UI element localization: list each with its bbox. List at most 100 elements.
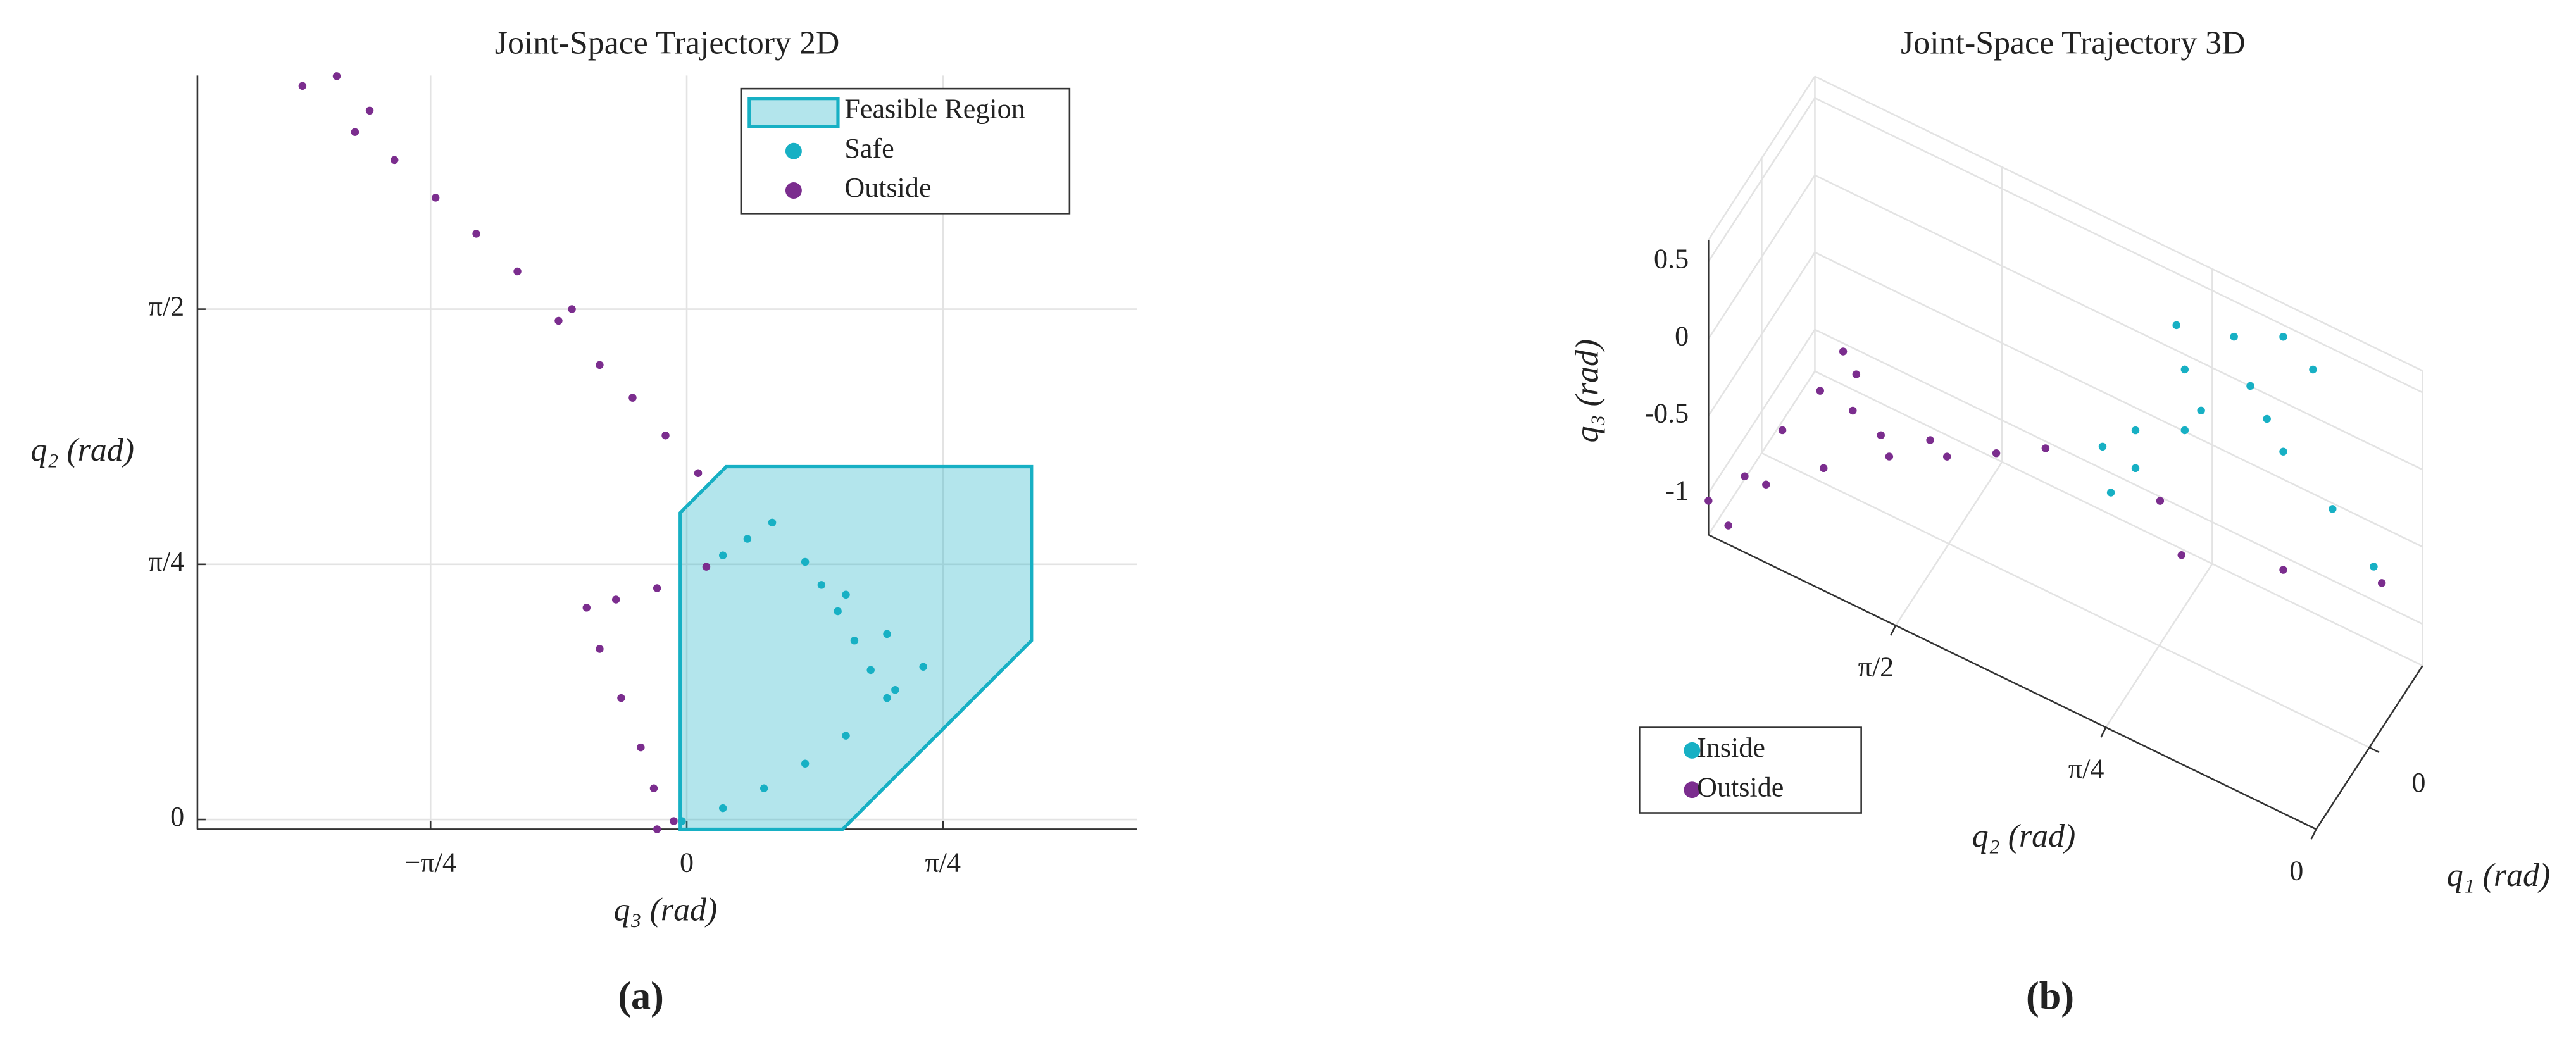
data-point (637, 743, 645, 752)
data-point (628, 394, 637, 402)
data-point (1992, 449, 2001, 458)
data-point (596, 361, 604, 370)
data-point (1819, 464, 1828, 473)
pane-edge (1814, 370, 2423, 667)
data-point (2279, 332, 2287, 341)
x-axis-label: q₃ (rad) (614, 892, 718, 928)
data-point (332, 72, 341, 80)
legend: Feasible Region Safe Outside (740, 87, 1071, 215)
data-point (1816, 387, 1824, 395)
z-axis-label: q₃ (rad) (1569, 339, 1605, 443)
caption: (a) (618, 975, 664, 1018)
data-point (842, 590, 850, 599)
x-tick-label: −π/4 (404, 847, 456, 878)
data-point (2106, 489, 2115, 497)
data-point (2177, 551, 2185, 559)
data-point (1741, 472, 1749, 480)
data-point (2131, 426, 2140, 435)
data-point (694, 469, 703, 478)
legend-marker (1684, 781, 1701, 799)
data-point (2098, 442, 2107, 451)
data-point (1877, 431, 1885, 440)
data-point (1778, 426, 1787, 435)
x-tick-label: π/4 (925, 847, 961, 878)
data-point (611, 595, 620, 604)
data-point (834, 607, 842, 616)
data-point (850, 636, 859, 645)
data-point (2377, 579, 2386, 587)
chart-title: Joint-Space Trajectory 2D (495, 25, 840, 61)
data-point (1839, 347, 1848, 356)
data-point (1885, 452, 1894, 461)
data-point (1942, 452, 1951, 461)
data-point (2279, 447, 2287, 456)
data-point (2041, 444, 2050, 452)
y-axis-label: q₂ (rad) (31, 432, 135, 468)
data-point (678, 817, 686, 825)
legend-label: Outside (1697, 771, 1784, 802)
grid-line (1814, 251, 2423, 548)
z-tick-label: -1 (1665, 475, 1689, 506)
legend-label: Outside (844, 172, 931, 203)
y-tick-label: π/4 (2068, 754, 2104, 785)
legend-label: Feasible Region (844, 94, 1025, 125)
data-point (2131, 464, 2140, 473)
data-point (719, 804, 727, 813)
data-point (768, 518, 777, 527)
data-point (719, 551, 727, 559)
data-point (1762, 480, 1770, 489)
caption: (b) (2026, 975, 2074, 1018)
y-tick-label: π/2 (1858, 652, 1894, 683)
data-point (472, 230, 480, 238)
data-point (391, 156, 399, 165)
data-point (1849, 406, 1857, 415)
data-point (2156, 497, 2165, 505)
data-point (582, 604, 591, 612)
grid-line (1761, 452, 2370, 749)
data-point (596, 645, 604, 653)
legend-marker (785, 182, 802, 199)
data-point (801, 759, 810, 768)
grid-line (1814, 328, 2423, 625)
data-point (653, 825, 661, 833)
data-point (866, 666, 875, 675)
tick-mark (2100, 726, 2107, 738)
data-point (554, 316, 563, 325)
data-point (1724, 521, 1732, 530)
data-point (817, 581, 826, 589)
data-point (702, 563, 711, 571)
data-point (365, 106, 374, 115)
data-point (1926, 436, 1934, 444)
data-point (649, 784, 658, 793)
y-tick-label: 0 (2289, 856, 2303, 887)
grid-line (1814, 174, 2423, 471)
legend: Inside Outside (1639, 726, 1862, 814)
data-point (670, 817, 678, 825)
y-tick-label: π/4 (149, 546, 185, 577)
y-axis-label: q₂ (rad) (1972, 818, 2076, 854)
data-point (2172, 321, 2180, 330)
data-point (351, 128, 360, 136)
tick-mark (2368, 747, 2380, 754)
legend-label: Safe (844, 133, 894, 164)
data-point (431, 194, 440, 202)
tick-mark (2310, 828, 2317, 840)
data-point (743, 535, 752, 543)
legend-marker (785, 142, 802, 159)
data-point (2197, 406, 2205, 415)
data-point (2246, 382, 2254, 390)
legend-label: Inside (1697, 732, 1765, 763)
data-point (801, 557, 810, 566)
x-tick-label: 0 (680, 847, 694, 878)
data-point (2230, 332, 2238, 341)
data-point (661, 431, 670, 440)
data-point (298, 82, 307, 90)
data-point (883, 694, 891, 702)
tick-mark (1890, 625, 1897, 636)
data-point (2180, 426, 2189, 435)
data-point (513, 267, 522, 276)
axis-line (2315, 665, 2423, 830)
feasible-region (678, 464, 1034, 831)
data-point (2180, 365, 2189, 374)
